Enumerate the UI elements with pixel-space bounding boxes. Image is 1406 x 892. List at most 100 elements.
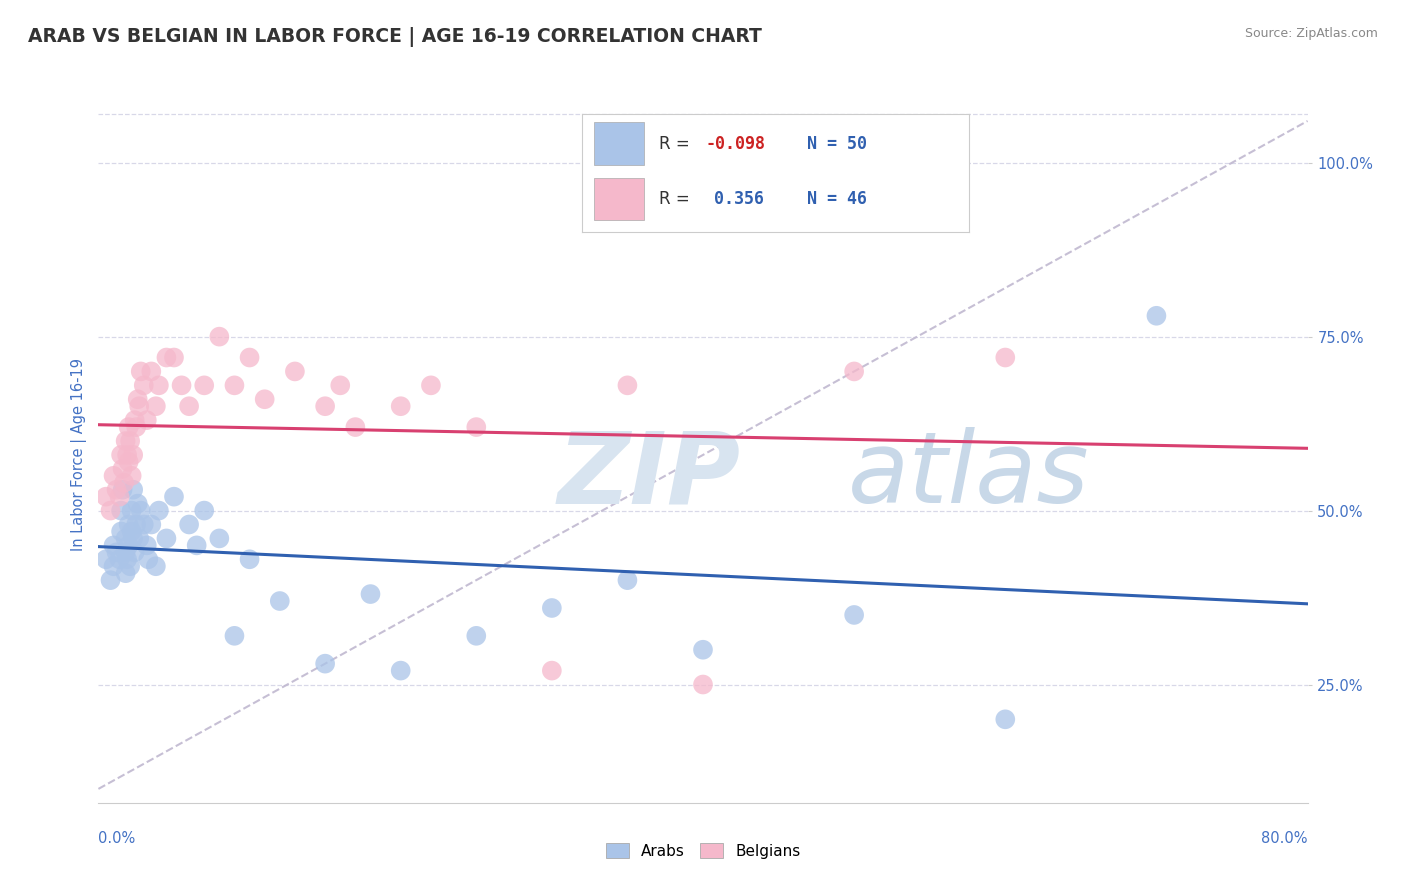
- Point: [186, 538, 208, 552]
- Point: [129, 503, 152, 517]
- Point: [344, 420, 367, 434]
- Point: [111, 483, 134, 497]
- Point: [844, 364, 866, 378]
- Point: [360, 587, 382, 601]
- Point: [148, 503, 170, 517]
- Point: [118, 455, 141, 469]
- Point: [540, 601, 562, 615]
- Point: [389, 399, 412, 413]
- Point: [108, 490, 131, 504]
- Text: ARAB VS BELGIAN IN LABOR FORCE | AGE 16-19 CORRELATION CHART: ARAB VS BELGIAN IN LABOR FORCE | AGE 16-…: [28, 27, 762, 46]
- Point: [141, 517, 163, 532]
- Point: [100, 503, 122, 517]
- Point: [148, 378, 170, 392]
- Point: [121, 503, 143, 517]
- Point: [100, 573, 122, 587]
- Y-axis label: In Labor Force | Age 16-19: In Labor Force | Age 16-19: [72, 359, 87, 551]
- Point: [103, 559, 125, 574]
- Point: [108, 552, 131, 566]
- Point: [141, 364, 163, 378]
- Point: [465, 629, 488, 643]
- Point: [128, 399, 150, 413]
- Point: [145, 399, 167, 413]
- Point: [121, 468, 143, 483]
- Point: [179, 399, 201, 413]
- Point: [122, 448, 145, 462]
- Point: [224, 629, 246, 643]
- Point: [120, 559, 142, 574]
- Point: [616, 378, 638, 392]
- Point: [127, 497, 149, 511]
- Point: [132, 378, 155, 392]
- Point: [110, 448, 132, 462]
- Point: [94, 490, 117, 504]
- Point: [129, 364, 152, 378]
- Legend: Arabs, Belgians: Arabs, Belgians: [599, 837, 807, 864]
- Point: [122, 483, 145, 497]
- Point: [155, 532, 177, 546]
- Point: [128, 532, 150, 546]
- Point: [127, 392, 149, 407]
- Point: [193, 378, 215, 392]
- Point: [692, 642, 714, 657]
- Text: atlas: atlas: [848, 427, 1090, 524]
- Point: [389, 664, 412, 678]
- Point: [329, 378, 352, 392]
- Text: 80.0%: 80.0%: [1261, 830, 1308, 846]
- Point: [208, 532, 231, 546]
- Point: [103, 538, 125, 552]
- Point: [125, 420, 148, 434]
- Point: [132, 517, 155, 532]
- Point: [114, 532, 136, 546]
- Point: [114, 545, 136, 559]
- Point: [692, 677, 714, 691]
- Point: [420, 378, 443, 392]
- Point: [114, 434, 136, 448]
- Point: [103, 468, 125, 483]
- Point: [163, 351, 186, 365]
- Point: [124, 413, 146, 427]
- Point: [994, 712, 1017, 726]
- Point: [616, 573, 638, 587]
- Point: [122, 532, 145, 546]
- Point: [1144, 309, 1167, 323]
- Point: [170, 378, 193, 392]
- Point: [994, 351, 1017, 365]
- Point: [115, 448, 138, 462]
- Point: [193, 503, 215, 517]
- Point: [115, 552, 138, 566]
- Point: [314, 657, 336, 671]
- Point: [94, 552, 117, 566]
- Point: [136, 552, 159, 566]
- Point: [135, 538, 157, 552]
- Point: [465, 420, 488, 434]
- Point: [118, 420, 141, 434]
- Point: [110, 524, 132, 539]
- Point: [121, 524, 143, 539]
- Point: [179, 517, 201, 532]
- Point: [163, 490, 186, 504]
- Text: 0.0%: 0.0%: [98, 830, 135, 846]
- Point: [110, 503, 132, 517]
- Point: [145, 559, 167, 574]
- Point: [118, 538, 141, 552]
- Point: [135, 413, 157, 427]
- Text: ZIP: ZIP: [558, 427, 741, 524]
- Point: [540, 664, 562, 678]
- Point: [314, 399, 336, 413]
- Point: [114, 566, 136, 581]
- Point: [208, 329, 231, 343]
- Point: [125, 517, 148, 532]
- Text: Source: ZipAtlas.com: Source: ZipAtlas.com: [1244, 27, 1378, 40]
- Point: [118, 517, 141, 532]
- Point: [105, 483, 128, 497]
- Point: [239, 351, 262, 365]
- Point: [112, 475, 135, 490]
- Point: [120, 434, 142, 448]
- Point: [844, 607, 866, 622]
- Point: [155, 351, 177, 365]
- Point: [253, 392, 276, 407]
- Point: [111, 462, 134, 476]
- Point: [224, 378, 246, 392]
- Point: [239, 552, 262, 566]
